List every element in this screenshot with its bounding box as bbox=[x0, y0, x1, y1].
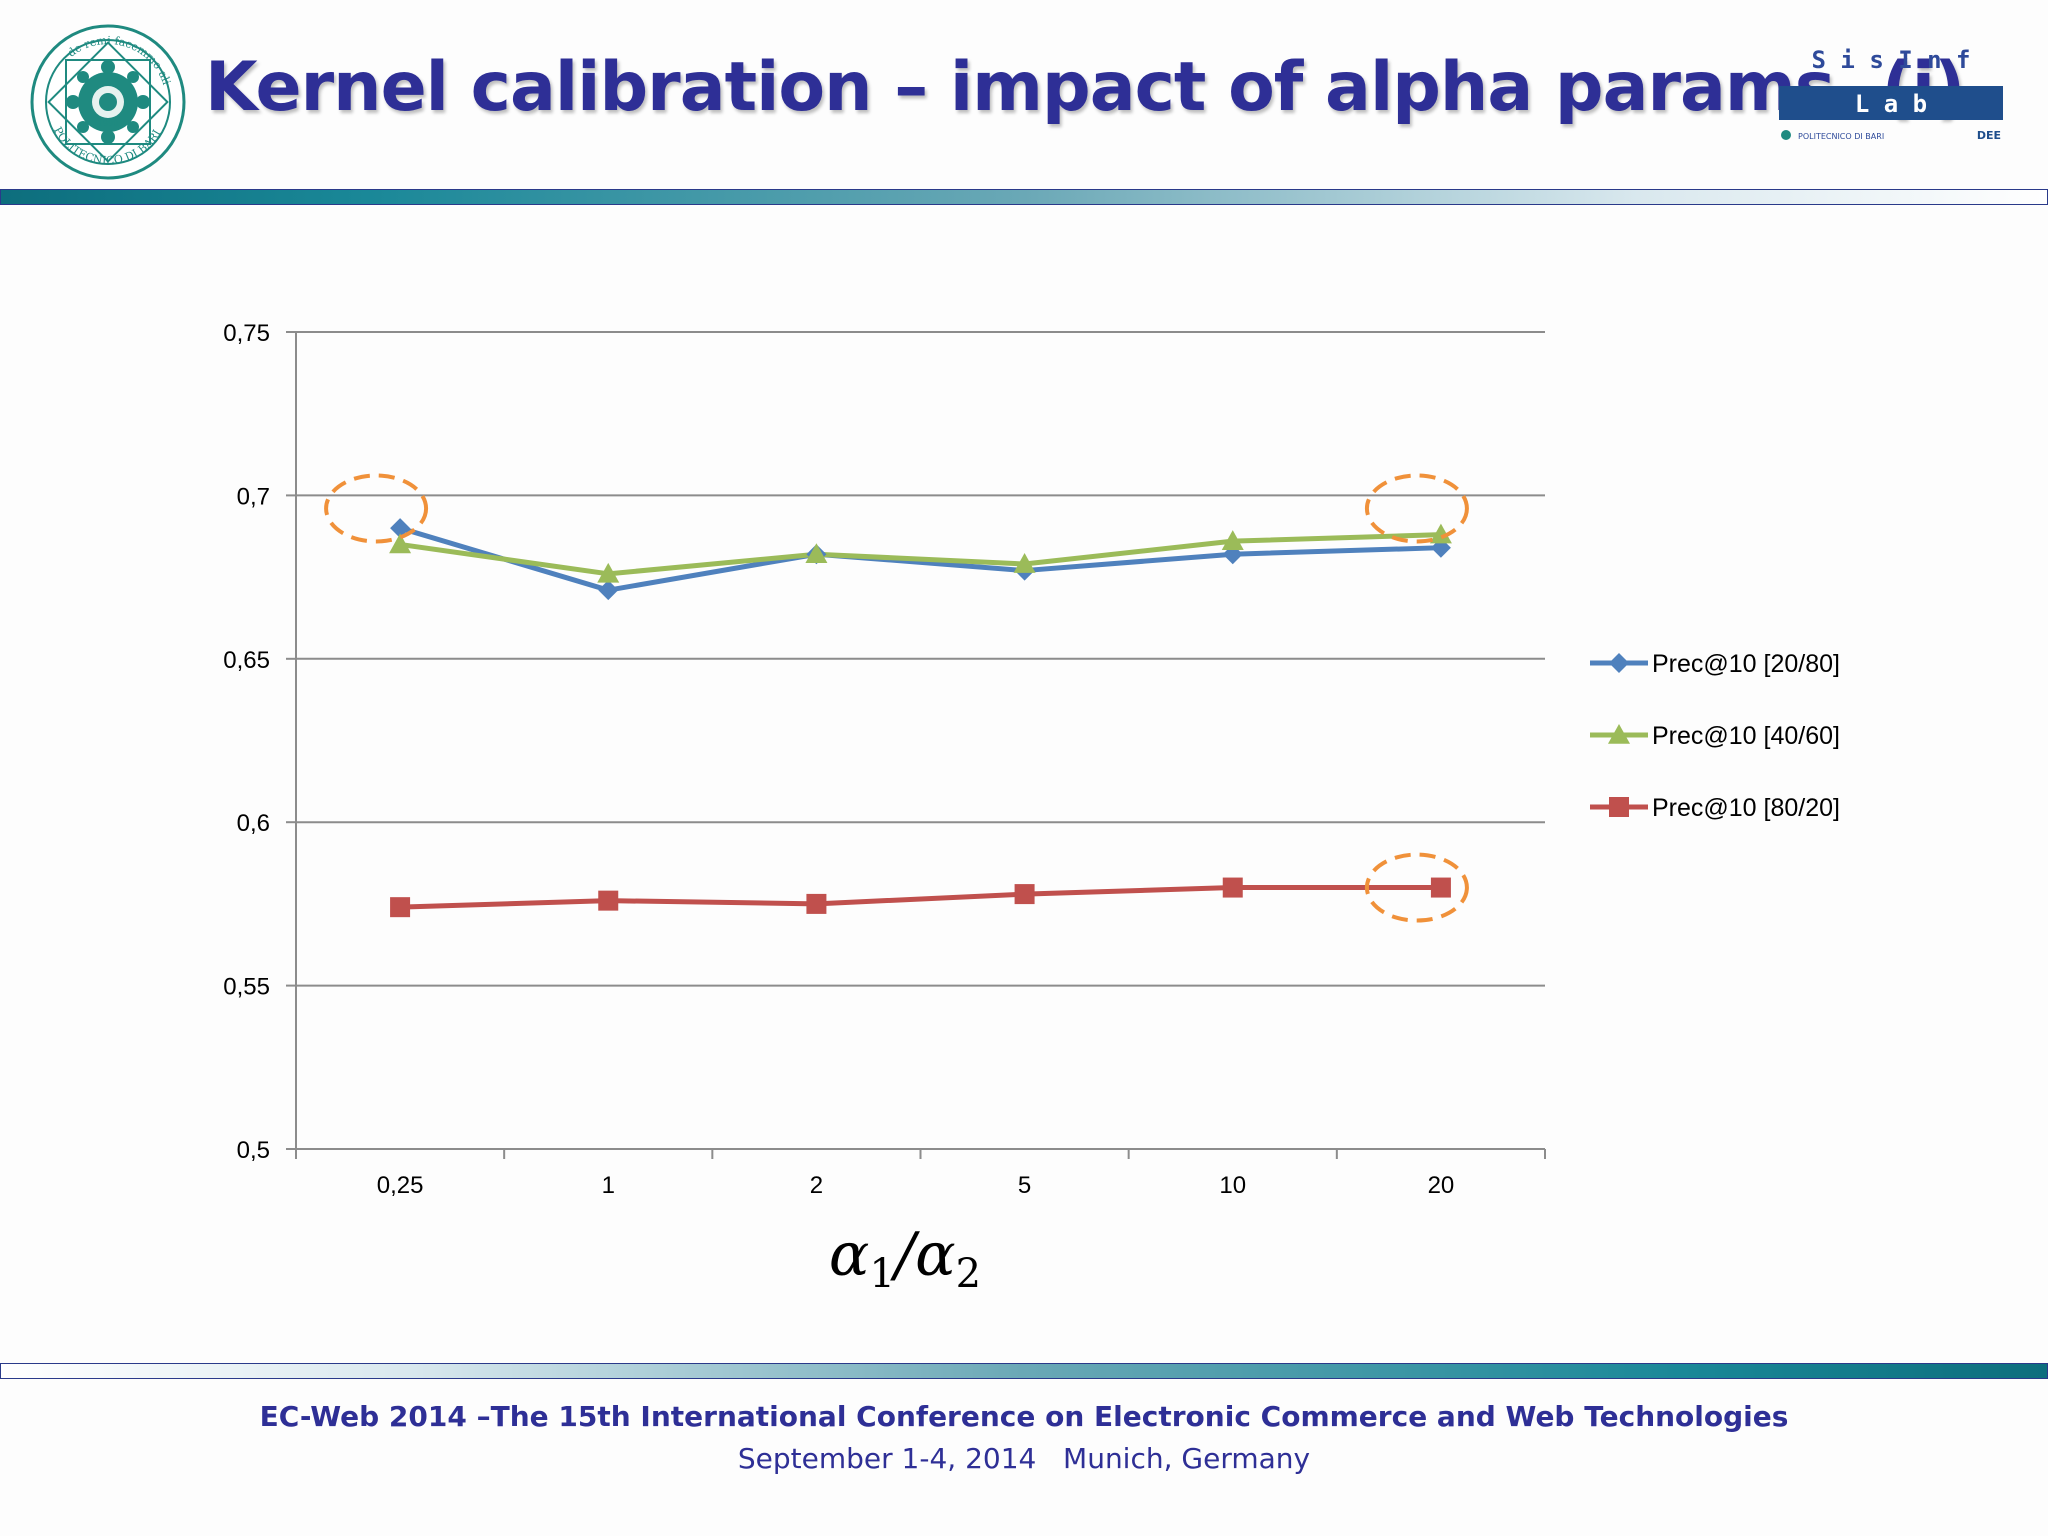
chart-axes bbox=[286, 331, 1546, 1159]
legend-marker bbox=[1609, 653, 1629, 673]
data-point bbox=[1222, 877, 1243, 898]
slide-title: Kernel calibration – impact of alpha par… bbox=[205, 48, 1965, 127]
data-point bbox=[598, 890, 619, 911]
y-tick-label: 0,55 bbox=[223, 974, 270, 1001]
data-point bbox=[1013, 553, 1036, 573]
series-line bbox=[399, 532, 1441, 577]
logo-left-year: 1990 bbox=[98, 119, 118, 128]
chart-grid bbox=[296, 331, 1545, 987]
x-axis-label: α1/α2 bbox=[829, 1220, 981, 1297]
highlight-ellipse bbox=[1364, 852, 1469, 923]
series-line bbox=[400, 885, 1441, 910]
y-tick-label: 0,6 bbox=[237, 810, 270, 837]
legend-label: Prec@10 [40/60] bbox=[1652, 722, 1840, 750]
y-tick-labels: 0,5 0,55 0,6 0,65 0,7 0,75 bbox=[223, 320, 270, 1164]
logo-right-bar bbox=[1779, 86, 2003, 120]
data-point bbox=[1014, 884, 1035, 905]
data-point bbox=[597, 562, 620, 583]
series-lines bbox=[399, 525, 1441, 910]
data-point bbox=[1430, 877, 1451, 898]
x-tick-labels: 0,25 1 2 5 10 20 bbox=[377, 1172, 1455, 1199]
x-label-part: α bbox=[829, 1220, 870, 1290]
highlight-ellipses bbox=[324, 473, 1469, 923]
legend-marker bbox=[1608, 724, 1630, 744]
logo-right-line2: L a b bbox=[1855, 90, 1927, 118]
x-label-subscript: 2 bbox=[956, 1251, 981, 1297]
highlight-ellipse bbox=[324, 473, 429, 544]
sisinf-lab-logo: S i s I n f L a b POLITECNICO DI BARI DE… bbox=[1779, 46, 2003, 142]
legend-label: Prec@10 [80/20] bbox=[1652, 794, 1840, 822]
logo-right-seal-icon bbox=[1781, 130, 1791, 140]
x-tick-label: 2 bbox=[810, 1172, 823, 1199]
x-tick-label: 5 bbox=[1018, 1172, 1031, 1199]
series-markers bbox=[389, 518, 1452, 918]
politecnico-bari-logo: de remi facemmo ali POLITECNICO DI BARI … bbox=[30, 24, 186, 180]
y-tick-label: 0,5 bbox=[237, 1137, 270, 1164]
x-tick-label: 1 bbox=[602, 1172, 615, 1199]
data-point bbox=[1429, 523, 1452, 544]
logo-right-mark: DEE bbox=[1977, 129, 2001, 142]
footer-band bbox=[0, 1363, 2048, 1379]
footer-conference: EC-Web 2014 –The 15th International Conf… bbox=[259, 1400, 1789, 1433]
series-line bbox=[399, 525, 1441, 593]
logo-right-line1: S i s I n f bbox=[1812, 46, 1971, 74]
y-tick-label: 0,65 bbox=[223, 647, 270, 674]
y-tick-label: 0,7 bbox=[237, 483, 270, 510]
data-point bbox=[598, 580, 619, 601]
x-label-part: α bbox=[915, 1220, 956, 1290]
highlight-ellipse bbox=[1364, 473, 1469, 544]
footer-date-location: September 1-4, 2014 Munich, Germany bbox=[737, 1442, 1311, 1475]
data-point bbox=[390, 897, 411, 918]
y-tick-label: 0,75 bbox=[223, 320, 270, 347]
data-point bbox=[1221, 530, 1244, 550]
x-tick-label: 0,25 bbox=[377, 1172, 424, 1199]
logo-right-sub: POLITECNICO DI BARI bbox=[1798, 132, 1884, 141]
chart-legend: Prec@10 [20/80] Prec@10 [40/60] Prec@10 [8… bbox=[1590, 650, 1840, 822]
legend-marker bbox=[1609, 797, 1629, 817]
x-tick-label: 20 bbox=[1428, 1172, 1455, 1199]
x-label-subscript: 1 bbox=[869, 1251, 894, 1297]
x-tick-label: 10 bbox=[1219, 1172, 1246, 1199]
data-point bbox=[390, 518, 411, 539]
legend-label: Prec@10 [20/80] bbox=[1652, 650, 1840, 678]
line-chart: 0,5 0,55 0,6 0,65 0,7 0,75 0,25 1 2 5 10 20 Prec@1… bbox=[223, 320, 1840, 1297]
data-point bbox=[806, 893, 827, 914]
data-point bbox=[805, 543, 828, 564]
data-point bbox=[389, 533, 412, 554]
